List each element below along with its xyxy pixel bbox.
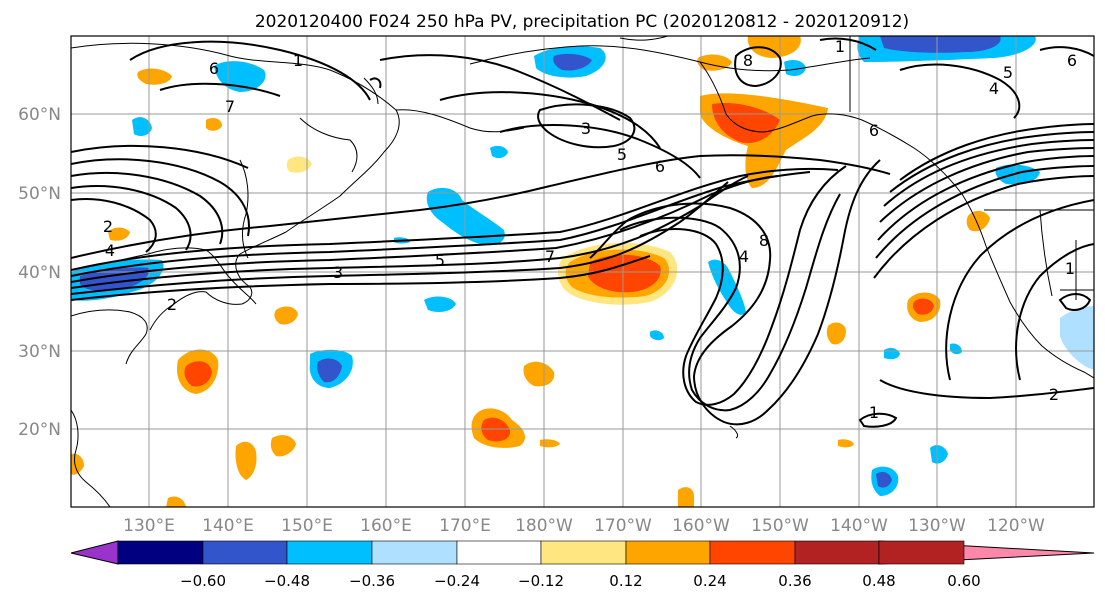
longitude-labels: 130°E 140°E 150°E 160°E 170°E 180°W 170°… <box>123 516 1045 536</box>
contour-label: 6 <box>1067 51 1077 70</box>
latitude-labels: 60°N 50°N 40°N 30°N 20°N <box>18 105 61 440</box>
colorbar <box>70 540 1095 565</box>
contour-label: 6 <box>655 157 665 176</box>
lon-label: 140°E <box>202 516 254 536</box>
colorbar-tick-label: 0.48 <box>862 572 895 590</box>
colorbar-segment <box>456 540 542 565</box>
lon-label: 160°E <box>360 516 412 536</box>
colorbar-tick-label: 0.36 <box>778 572 811 590</box>
lon-label: 130°W <box>908 516 966 536</box>
contour-label: 1 <box>835 37 845 56</box>
contour-label: 4 <box>105 241 115 260</box>
contour-label: 8 <box>743 51 753 70</box>
contour-label: 4 <box>739 247 749 266</box>
pv-contours <box>71 37 1094 428</box>
lat-label: 40°N <box>18 263 61 283</box>
contour-label: 8 <box>759 231 769 250</box>
contour-label: 1 <box>293 51 303 70</box>
map-title: 2020120400 F024 250 hPa PV, precipitatio… <box>255 12 909 32</box>
colorbar-segment <box>625 540 711 565</box>
colorbar-segment-last <box>878 540 965 565</box>
lon-label: 150°E <box>281 516 333 536</box>
contour-label: 7 <box>545 247 555 266</box>
contour-label: 6 <box>869 121 879 140</box>
contour-label: 6 <box>209 59 219 78</box>
contour-label: 3 <box>333 263 343 282</box>
lat-label: 20°N <box>18 420 61 440</box>
contour-label: 5 <box>435 251 445 270</box>
contour-labels: 1 6 7 3 5 6 8 1 6 5 4 6 2 4 3 5 7 2 8 4 … <box>103 37 1077 422</box>
colorbar-tick-label: 0.60 <box>947 572 980 590</box>
colorbar-segment <box>202 540 288 565</box>
colorbar-segment <box>117 540 204 565</box>
lon-label: 180°W <box>515 516 573 536</box>
contour-label: 2 <box>1049 385 1059 404</box>
colorbar-segment <box>286 540 373 565</box>
colorbar-tick-label: −0.60 <box>180 572 226 590</box>
contour-label: 2 <box>167 295 177 314</box>
colorbar-tick-label: −0.12 <box>518 572 564 590</box>
lon-label: 120°W <box>987 516 1045 536</box>
contour-label: 5 <box>1003 63 1013 82</box>
lat-label: 50°N <box>18 184 61 204</box>
map-frame <box>70 35 1095 508</box>
lon-label: 140°W <box>830 516 888 536</box>
contour-label: 4 <box>989 79 999 98</box>
lat-label: 30°N <box>18 342 61 362</box>
colorbar-tick-labels: −0.60 −0.48 −0.36 −0.24 −0.12 0.12 0.24 … <box>180 572 981 590</box>
lon-label: 130°E <box>123 516 175 536</box>
lon-label: 170°W <box>594 516 652 536</box>
colorbar-extend-low <box>70 540 119 565</box>
colorbar-segment <box>540 540 627 565</box>
colorbar-tick-label: 0.24 <box>693 572 726 590</box>
colorbar-tick-label: 0.12 <box>609 572 642 590</box>
map-area: 1 6 7 3 5 6 8 1 6 5 4 6 2 4 3 5 7 2 8 4 … <box>71 36 1094 507</box>
colorbar-segment <box>371 540 458 565</box>
colorbar-tick-label: −0.36 <box>349 572 395 590</box>
lat-label: 60°N <box>18 105 61 125</box>
contour-label: 3 <box>581 119 591 138</box>
colorbar-tick-label: −0.48 <box>264 572 310 590</box>
contour-label: 1 <box>869 403 879 422</box>
colorbar-tick-label: −0.24 <box>434 572 480 590</box>
colorbar-segment <box>709 540 796 565</box>
precip-shading <box>71 36 1094 507</box>
contour-label: 7 <box>225 97 235 116</box>
lon-label: 150°W <box>751 516 809 536</box>
colorbar-segment <box>794 540 880 565</box>
contour-label: 2 <box>103 217 113 236</box>
lon-label: 160°W <box>672 516 730 536</box>
contour-label: 5 <box>617 145 627 164</box>
contour-label: 1 <box>1065 259 1075 278</box>
lon-label: 170°E <box>439 516 491 536</box>
